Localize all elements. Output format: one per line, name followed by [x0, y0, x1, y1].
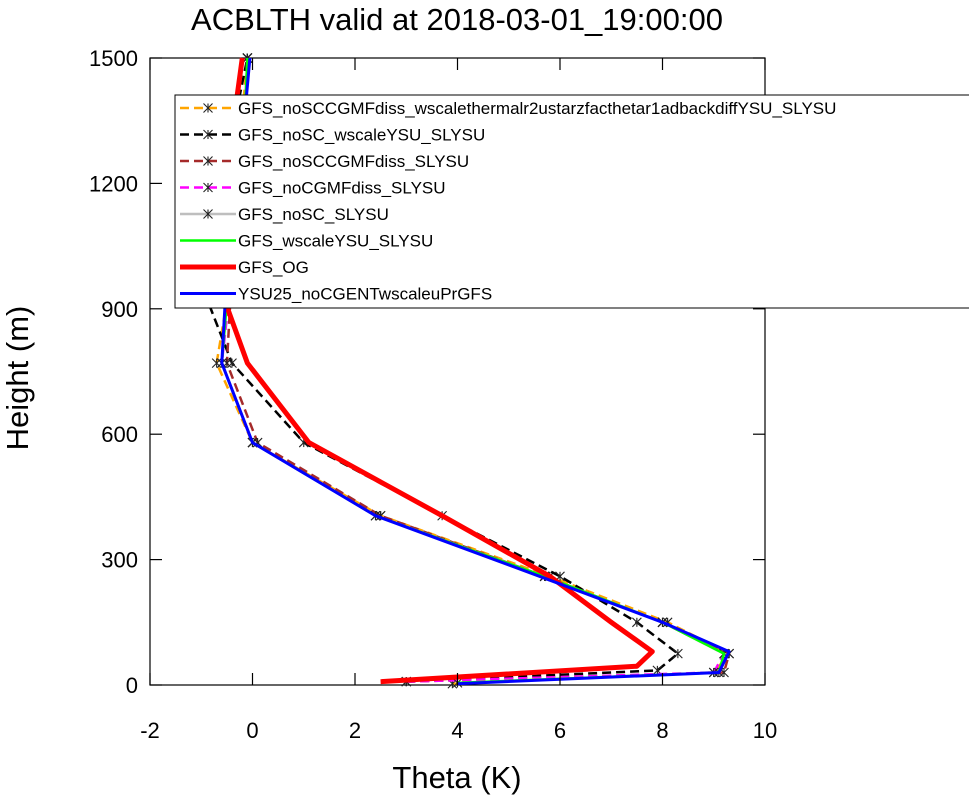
legend-entry: GFS_wscaleYSU_SLYSU — [180, 232, 433, 251]
legend-label: GFS_noSC_SLYSU — [238, 205, 389, 224]
legend-entry: GFS_noSCCGMFdiss_wscalethermalr2ustarzfa… — [180, 99, 836, 118]
legend-label: GFS_OG — [238, 258, 309, 277]
legend-marker — [203, 103, 213, 113]
y-tick-label: 0 — [126, 673, 138, 698]
legend-entry: GFS_noSC_SLYSU — [180, 205, 389, 224]
x-tick-label: 8 — [656, 718, 668, 743]
legend-box — [174, 94, 969, 309]
legend-label: YSU25_noCGENTwscaleuPrGFS — [238, 285, 492, 304]
y-tick-label: 1200 — [89, 171, 138, 196]
data-point — [227, 358, 237, 369]
legend-label: GFS_noSC_wscaleYSU_SLYSU — [238, 126, 485, 145]
x-tick-label: 0 — [246, 718, 258, 743]
legend-marker — [203, 209, 213, 219]
legend-entry: GFS_noSC_wscaleYSU_SLYSU — [180, 126, 485, 145]
legend: GFS_noSCCGMFdiss_wscalethermalr2ustarzfa… — [174, 94, 969, 309]
legend-entry: GFS_OG — [180, 258, 309, 277]
legend-label: GFS_noCGMFdiss_SLYSU — [238, 179, 446, 198]
y-tick-label: 1500 — [89, 46, 138, 71]
y-tick-label: 300 — [101, 548, 138, 573]
legend-entry: GFS_noCGMFdiss_SLYSU — [180, 179, 446, 198]
data-point — [631, 617, 642, 628]
chart-title: ACBLTH valid at 2018-03-01_19:00:00 — [191, 2, 723, 37]
data-point — [211, 358, 222, 369]
legend-entry: YSU25_noCGENTwscaleuPrGFS — [180, 285, 492, 304]
y-tick-label: 900 — [101, 297, 138, 322]
legend-marker — [203, 182, 213, 193]
x-axis-label: Theta (K) — [392, 760, 521, 795]
y-axis-label: Height (m) — [0, 306, 35, 451]
x-tick-label: 10 — [753, 718, 777, 743]
x-tick-label: 4 — [451, 718, 463, 743]
legend-label: GFS_noSCCGMFdiss_SLYSU — [238, 152, 469, 171]
legend-marker — [203, 129, 213, 140]
x-tick-label: 6 — [554, 718, 566, 743]
data-point — [672, 648, 683, 659]
legend-entry: GFS_noSCCGMFdiss_SLYSU — [180, 152, 469, 171]
y-tick-label: 600 — [101, 422, 138, 447]
legend-label: GFS_wscaleYSU_SLYSU — [238, 232, 433, 251]
x-tick-label: -2 — [140, 718, 160, 743]
legend-label: GFS_noSCCGMFdiss_wscalethermalr2ustarzfa… — [238, 99, 836, 118]
x-tick-label: 2 — [349, 718, 361, 743]
legend-marker — [203, 156, 213, 166]
